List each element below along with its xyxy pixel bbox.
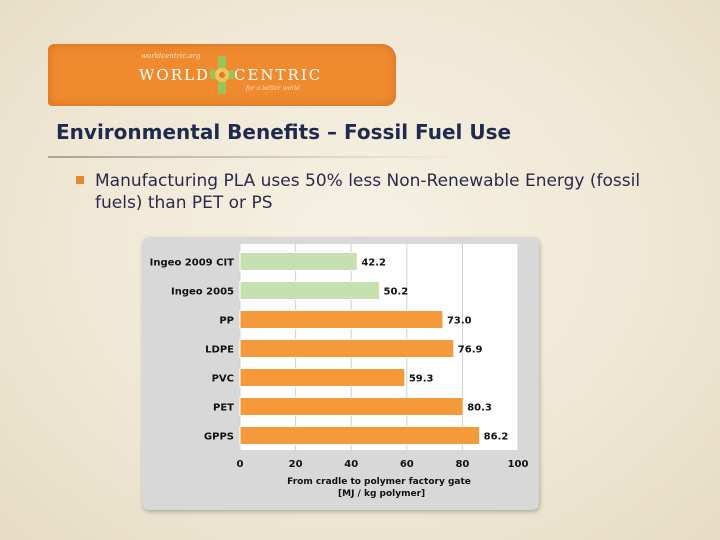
- category-label: PET: [213, 403, 234, 414]
- x-tick-label: 40: [344, 459, 358, 470]
- logo-word-world: WORLD: [139, 66, 210, 84]
- logo-word-centric: CENTRIC: [234, 66, 323, 84]
- bar-chart: Ingeo 2009 CIT 42.2 Ingeo 2005 50.2 PP 73.0 LD…: [150, 244, 529, 499]
- x-tick-label: 80: [455, 459, 469, 470]
- category-label: PVC: [212, 374, 234, 385]
- globe-emblem-icon: [210, 56, 234, 94]
- label-layer: Ingeo 2009 CIT 42.2 Ingeo 2005 50.2 PP 73.0 LD…: [150, 258, 509, 443]
- bar: [239, 368, 406, 387]
- bar: [239, 397, 464, 416]
- logo-tagline-top: worldcentric.org: [141, 52, 201, 60]
- x-tick-label: 20: [289, 459, 303, 470]
- x-axis-title-line1: From cradle to polymer factory gate: [287, 477, 471, 487]
- data-label: 73.0: [447, 316, 472, 327]
- x-tick-label: 60: [400, 459, 414, 470]
- bullet-square-icon: [76, 176, 84, 184]
- title-divider: [48, 156, 468, 158]
- tick-layer: 0 20 40 60 80 100: [237, 459, 529, 470]
- category-label: Ingeo 2009 CIT: [150, 258, 235, 269]
- chart-panel: Ingeo 2009 CIT 42.2 Ingeo 2005 50.2 PP 73.0 LD…: [142, 237, 539, 510]
- category-label: GPPS: [204, 432, 234, 443]
- slide-title: Environmental Benefits – Fossil Fuel Use: [56, 120, 512, 144]
- category-label: LDPE: [205, 345, 234, 356]
- logo-tagline-bottom: for a better world: [246, 85, 301, 92]
- logo-banner: worldcentric.org WORLD CENTRIC for a bet…: [48, 44, 396, 106]
- data-label: 80.3: [467, 403, 492, 414]
- data-label: 76.9: [458, 345, 483, 356]
- x-tick-label: 100: [508, 459, 529, 470]
- bar: [239, 252, 358, 271]
- x-axis-title-line2: [MJ / kg polymer]: [338, 489, 425, 499]
- bar: [239, 339, 455, 358]
- x-tick-label: 0: [237, 459, 244, 470]
- data-label: 86.2: [484, 432, 509, 443]
- category-label: Ingeo 2005: [171, 287, 234, 298]
- bar: [239, 426, 481, 445]
- data-label: 50.2: [384, 287, 409, 298]
- data-label: 42.2: [361, 258, 386, 269]
- bar: [239, 281, 381, 300]
- bar-layer: [239, 252, 481, 445]
- bar: [239, 310, 444, 329]
- data-label: 59.3: [409, 374, 434, 385]
- bullet-text: Manufacturing PLA uses 50% less Non-Rene…: [95, 171, 641, 213]
- category-label: PP: [219, 316, 234, 327]
